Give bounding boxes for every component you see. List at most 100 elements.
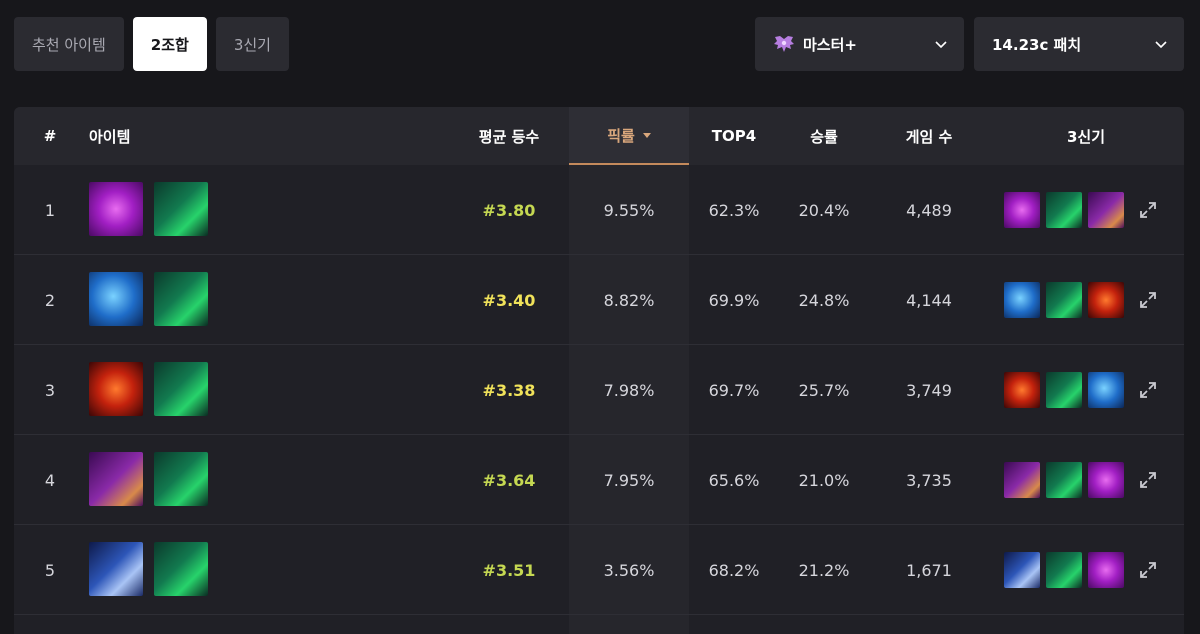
item-dragon-icon[interactable]: [1046, 282, 1082, 318]
item-pair: [89, 542, 208, 596]
header-item: 아이템: [89, 127, 131, 146]
item-pair: [89, 182, 208, 236]
item-purple-blade-icon[interactable]: [89, 452, 143, 506]
top4-rate: 65.6%: [708, 470, 760, 490]
tab-three-artifact[interactable]: 3신기: [215, 17, 289, 71]
trio-items: [1004, 462, 1124, 498]
item-red-icon[interactable]: [1088, 282, 1124, 318]
item-dragon-icon[interactable]: [154, 452, 208, 506]
item-gauntlet-icon[interactable]: [1004, 192, 1040, 228]
row-num: 3: [44, 380, 56, 400]
item-pair: [89, 272, 208, 326]
header-games[interactable]: 게임 수: [905, 127, 953, 146]
pick-rate: 3.56%: [603, 560, 655, 580]
header-win-rate[interactable]: 승률: [810, 127, 838, 146]
win-rate: 21.0%: [798, 470, 850, 490]
win-rate: 21.2%: [798, 560, 850, 580]
tab-recommended-items[interactable]: 추천 아이템: [14, 17, 124, 71]
tier-label: 마스터+: [803, 35, 857, 54]
chevron-down-icon: [935, 41, 947, 49]
expand-icon[interactable]: [1138, 470, 1158, 490]
table-row[interactable]: 1 #3.80 9.55% 62.3% 20.4% 4,489: [14, 165, 1184, 255]
win-rate: 24.8%: [798, 290, 850, 310]
item-gauntlet-icon[interactable]: [1088, 552, 1124, 588]
trio-items: [1004, 552, 1124, 588]
row-num: 2: [44, 290, 56, 310]
header-top4[interactable]: TOP4: [711, 127, 757, 145]
pick-rate-column-highlight: [569, 165, 689, 634]
avg-rank: #3.40: [482, 290, 536, 310]
item-purple-blade-icon[interactable]: [1088, 192, 1124, 228]
patch-label: 14.23c 패치: [992, 35, 1082, 54]
trio-items: [1004, 282, 1124, 318]
games-count: 1,671: [906, 560, 952, 580]
pick-rate: 7.95%: [603, 470, 655, 490]
table-row[interactable]: 4 #3.64 7.95% 65.6% 21.0% 3,735: [14, 435, 1184, 525]
expand-icon[interactable]: [1138, 380, 1158, 400]
item-dragon-icon[interactable]: [154, 182, 208, 236]
header-avg-rank[interactable]: 평균 등수: [478, 127, 540, 146]
top4-rate: 62.3%: [708, 200, 760, 220]
row-num: 1: [44, 200, 56, 220]
avg-rank: #3.51: [482, 560, 536, 580]
trio-items: [1004, 192, 1124, 228]
item-red-icon[interactable]: [89, 362, 143, 416]
avg-rank: #3.64: [482, 470, 536, 490]
table-row[interactable]: 3 #3.38 7.98% 69.7% 25.7% 3,749: [14, 345, 1184, 435]
top4-rate: 68.2%: [708, 560, 760, 580]
view-tabs: 추천 아이템 2조합 3신기: [14, 17, 289, 71]
item-navy-blade-icon[interactable]: [1004, 552, 1040, 588]
chevron-down-icon: [1155, 41, 1167, 49]
item-blue-icon[interactable]: [1004, 282, 1040, 318]
games-count: 4,489: [906, 200, 952, 220]
table-header: # 아이템 평균 등수 픽률 TOP4 승률 게임 수 3신기: [14, 107, 1184, 165]
item-blue-icon[interactable]: [89, 272, 143, 326]
trio-items: [1004, 372, 1124, 408]
item-dragon-icon[interactable]: [1046, 552, 1082, 588]
games-count: 4,144: [906, 290, 952, 310]
header-num: #: [43, 127, 57, 145]
pick-rate: 7.98%: [603, 380, 655, 400]
item-gauntlet-icon[interactable]: [89, 182, 143, 236]
item-blue-icon[interactable]: [1088, 372, 1124, 408]
top4-rate: 69.7%: [708, 380, 760, 400]
item-dragon-icon[interactable]: [154, 362, 208, 416]
item-pair: [89, 362, 208, 416]
games-count: 3,749: [906, 380, 952, 400]
sort-desc-icon: [642, 132, 651, 138]
item-gauntlet-icon[interactable]: [1088, 462, 1124, 498]
row-num: 5: [44, 560, 56, 580]
tab-two-combo[interactable]: 2조합: [132, 17, 207, 71]
pick-rate: 8.82%: [603, 290, 655, 310]
expand-icon[interactable]: [1138, 200, 1158, 220]
item-dragon-icon[interactable]: [1046, 462, 1082, 498]
row-num: 4: [44, 470, 56, 490]
top4-rate: 69.9%: [708, 290, 760, 310]
item-dragon-icon[interactable]: [1046, 192, 1082, 228]
pick-rate: 9.55%: [603, 200, 655, 220]
games-count: 3,735: [906, 470, 952, 490]
item-pair: [89, 452, 208, 506]
patch-dropdown[interactable]: 14.23c 패치: [974, 17, 1184, 71]
header-trio: 3신기: [1066, 127, 1106, 146]
win-rate: 20.4%: [798, 200, 850, 220]
table-row[interactable]: 2 #3.40 8.82% 69.9% 24.8% 4,144: [14, 255, 1184, 345]
item-red-icon[interactable]: [1004, 372, 1040, 408]
item-dragon-icon[interactable]: [154, 272, 208, 326]
item-purple-blade-icon[interactable]: [1004, 462, 1040, 498]
item-combo-table: # 아이템 평균 등수 픽률 TOP4 승률 게임 수 3신기 1 #3.80 9.…: [14, 107, 1184, 634]
filters: 마스터+ 14.23c 패치: [755, 17, 1184, 71]
tier-dropdown[interactable]: 마스터+: [755, 17, 964, 71]
avg-rank: #3.80: [482, 200, 536, 220]
win-rate: 25.7%: [798, 380, 850, 400]
item-navy-blade-icon[interactable]: [89, 542, 143, 596]
header-pick-rate[interactable]: 픽률: [569, 107, 689, 165]
expand-icon[interactable]: [1138, 560, 1158, 580]
master-wings-icon: [774, 36, 794, 52]
table-row[interactable]: 5 #3.51 3.56% 68.2% 21.2% 1,671: [14, 525, 1184, 615]
item-dragon-icon[interactable]: [1046, 372, 1082, 408]
item-dragon-icon[interactable]: [154, 542, 208, 596]
expand-icon[interactable]: [1138, 290, 1158, 310]
header-pick-rate-label: 픽률: [607, 126, 635, 145]
avg-rank: #3.38: [482, 380, 536, 400]
